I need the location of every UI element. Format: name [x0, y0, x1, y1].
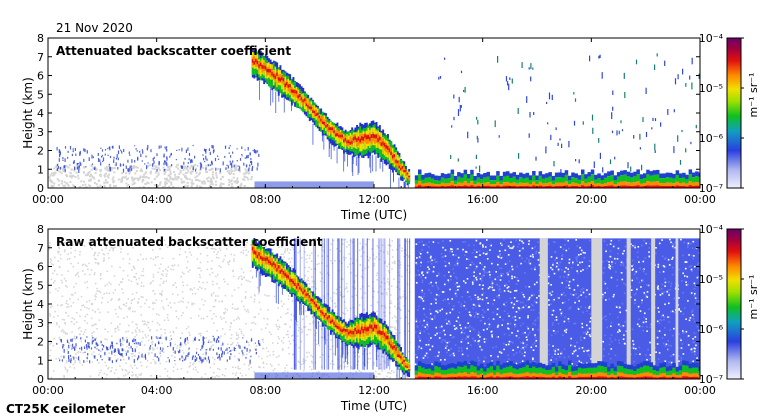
backscatter-field — [48, 49, 700, 188]
colorbar-units-label: m⁻¹ sr⁻¹ — [747, 275, 760, 320]
x-tick-label: 16:00 — [467, 193, 499, 206]
y-axis-title: Height (km) — [21, 268, 35, 339]
low-level-returns — [56, 144, 260, 173]
x-axis-title: Time (UTC) — [340, 399, 407, 413]
x-tick-label: 00:00 — [32, 384, 64, 397]
x-tick-label: 12:00 — [358, 384, 390, 397]
surface-band — [254, 372, 374, 379]
colorbar-tick-label: 10⁻⁴ — [699, 32, 724, 45]
colorbar-units-label: m⁻¹ sr⁻¹ — [747, 73, 760, 118]
cloud-layer — [251, 49, 411, 188]
x-tick-label: 16:00 — [467, 384, 499, 397]
x-tick-label: 00:00 — [32, 193, 64, 206]
x-tick-label: 20:00 — [575, 384, 607, 397]
y-tick-label: 7 — [37, 51, 44, 64]
noise-gap-5 — [675, 238, 679, 374]
y-tick-label: 8 — [37, 223, 44, 236]
low-clutter-gray — [48, 163, 253, 188]
x-axis-title: Time (UTC) — [340, 208, 407, 222]
noise-gap-4 — [651, 238, 656, 374]
noise-gap-2 — [591, 238, 603, 374]
y-tick-label: 4 — [37, 107, 44, 120]
x-tick-label: 04:00 — [141, 193, 173, 206]
colorbar — [726, 228, 742, 380]
raw-noise-gray — [48, 238, 411, 379]
chart-panel-2: Raw attenuated backscatter coefficient00… — [21, 223, 760, 413]
y-tick-label: 2 — [37, 336, 44, 349]
y-tick-label: 3 — [37, 126, 44, 139]
x-tick-label: 08:00 — [249, 193, 281, 206]
noise-gap-1 — [539, 238, 548, 374]
isolated-returns — [438, 53, 700, 175]
colorbar-tick-label: 10⁻⁷ — [699, 182, 723, 195]
low-level-returns — [56, 336, 261, 364]
surface-band — [254, 181, 374, 188]
panel-title: Attenuated backscatter coefficient — [56, 44, 291, 58]
x-tick-label: 00:00 — [684, 193, 716, 206]
y-tick-label: 1 — [37, 354, 44, 367]
colorbar-tick-label: 10⁻⁷ — [699, 373, 723, 386]
y-tick-label: 6 — [37, 261, 44, 274]
instrument-label: CT25K ceilometer — [6, 402, 125, 416]
x-tick-label: 20:00 — [575, 193, 607, 206]
raw-noise-blue-field — [414, 238, 700, 376]
x-tick-label: 00:00 — [684, 384, 716, 397]
colorbar-tick-label: 10⁻⁴ — [699, 223, 724, 236]
y-tick-label: 2 — [37, 145, 44, 158]
y-tick-label: 4 — [37, 298, 44, 311]
y-tick-label: 5 — [37, 88, 44, 101]
y-tick-label: 8 — [37, 32, 44, 45]
colorbar-tick-label: 10⁻⁶ — [699, 323, 724, 336]
noise-gap-3 — [626, 238, 631, 374]
colorbar-tick-label: 10⁻⁵ — [699, 82, 723, 95]
boundary-layer — [414, 169, 700, 188]
y-tick-label: 0 — [37, 373, 44, 386]
colorbar — [726, 37, 742, 189]
plot-area — [48, 38, 700, 188]
boundary-layer — [414, 360, 700, 379]
x-tick-label: 04:00 — [141, 384, 173, 397]
y-tick-label: 1 — [37, 163, 44, 176]
date-label: 21 Nov 2020 — [56, 21, 133, 35]
y-axis-title: Height (km) — [21, 77, 35, 148]
colorbar-tick-label: 10⁻⁶ — [699, 132, 724, 145]
y-tick-label: 3 — [37, 317, 44, 330]
x-tick-label: 12:00 — [358, 193, 390, 206]
x-tick-label: 08:00 — [249, 384, 281, 397]
y-tick-label: 0 — [37, 182, 44, 195]
colorbar-tick-label: 10⁻⁵ — [699, 273, 723, 286]
panel-title: Raw attenuated backscatter coefficient — [56, 235, 323, 249]
y-tick-label: 5 — [37, 279, 44, 292]
backscatter-field — [48, 238, 700, 379]
cloud-layer — [251, 238, 411, 379]
y-tick-label: 7 — [37, 242, 44, 255]
y-tick-label: 6 — [37, 70, 44, 83]
